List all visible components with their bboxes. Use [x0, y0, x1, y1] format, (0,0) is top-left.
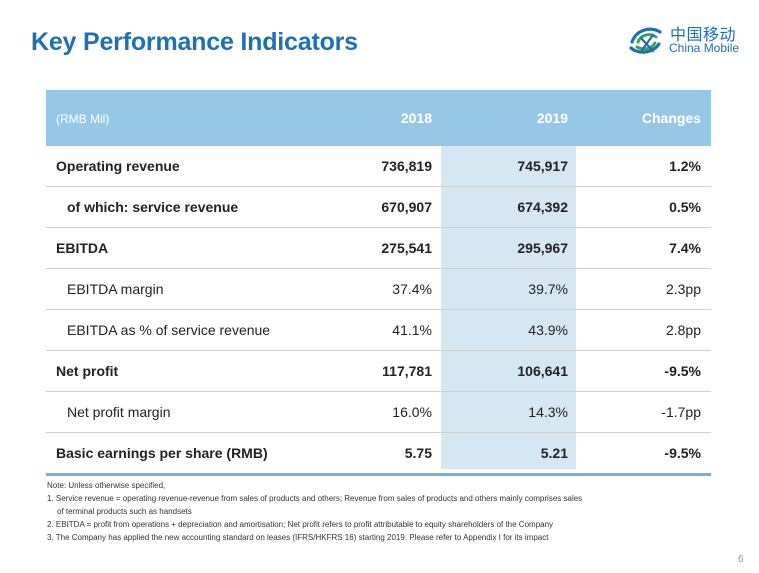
cell-2018: 37.4%	[392, 281, 432, 297]
cell-2019: 39.7%	[528, 281, 568, 297]
footnote-1: 1. Service revenue = operating revenue-r…	[47, 494, 583, 503]
cell-change: -9.5%	[664, 363, 701, 379]
table-row: EBITDA as % of service revenue 41.1% 43.…	[46, 310, 711, 351]
column-header-2018: 2018	[400, 110, 432, 126]
cell-2018: 16.0%	[392, 404, 432, 420]
cell-change: 7.4%	[669, 240, 701, 256]
row-label: EBITDA as % of service revenue	[67, 322, 271, 338]
cell-2018: 736,819	[381, 158, 432, 174]
cell-2018: 41.1%	[392, 322, 432, 338]
row-label: EBITDA margin	[67, 281, 164, 297]
china-mobile-logo-icon	[629, 27, 662, 54]
cell-2018: 670,907	[381, 199, 432, 215]
table-header: (RMB Mil) 2018 2019 Changes	[46, 90, 711, 146]
logo-english-text: China Mobile	[669, 41, 740, 55]
table-row: Net profit 117,781 106,641 -9.5%	[46, 351, 711, 392]
row-label: Basic earnings per share (RMB)	[56, 445, 268, 461]
cell-2019: 43.9%	[528, 322, 568, 338]
highlight-column-2019	[441, 146, 576, 469]
column-header-changes: Changes	[641, 110, 701, 126]
cell-2018: 275,541	[381, 240, 432, 256]
cell-change: 1.2%	[669, 158, 701, 174]
cell-2019: 674,392	[517, 199, 568, 215]
cell-2019: 745,917	[517, 158, 568, 174]
cell-change: 2.8pp	[665, 322, 701, 338]
row-label: Net profit	[56, 363, 119, 379]
cell-change: 0.5%	[669, 199, 701, 215]
footnotes: Note: Unless otherwise specified, 1. Ser…	[47, 479, 727, 544]
row-label: Net profit margin	[67, 404, 171, 420]
column-header-2019: 2019	[536, 110, 568, 126]
table-row: Net profit margin 16.0% 14.3% -1.7pp	[46, 392, 711, 433]
page-number: 6	[738, 554, 744, 565]
page-title: Key Performance Indicators	[31, 28, 358, 56]
cell-2018: 5.75	[404, 445, 432, 461]
table-row: Basic earnings per share (RMB) 5.75 5.21…	[46, 433, 711, 476]
cell-2019: 295,967	[517, 240, 568, 256]
logo-chinese-text: 中国移动	[670, 25, 737, 44]
footnote-1-continued: of terminal products such as handsets	[57, 507, 192, 516]
table-row: Operating revenue 736,819 745,917 1.2%	[46, 146, 711, 187]
table-row: of which: service revenue 670,907 674,39…	[46, 187, 711, 228]
china-mobile-logo: 中国移动 China Mobile	[626, 20, 741, 60]
row-label: EBITDA	[56, 240, 109, 256]
cell-2018: 117,781	[382, 363, 432, 379]
footnote-2: 2. EBITDA = profit from operations + dep…	[47, 520, 554, 529]
row-label: Operating revenue	[56, 158, 180, 174]
cell-change: 2.3pp	[665, 281, 701, 297]
row-label: of which: service revenue	[67, 199, 239, 215]
unit-label: (RMB Mil)	[56, 112, 110, 126]
cell-2019: 5.21	[540, 445, 568, 461]
cell-change: -1.7pp	[661, 404, 701, 420]
table-row: EBITDA margin 37.4% 39.7% 2.3pp	[46, 269, 711, 310]
table-row: EBITDA 275,541 295,967 7.4%	[46, 228, 711, 269]
footnote-heading: Note: Unless otherwise specified,	[47, 481, 166, 490]
cell-change: -9.5%	[664, 445, 701, 461]
kpi-table: (RMB Mil) 2018 2019 Changes Operating re…	[46, 90, 711, 476]
cell-2019: 14.3%	[528, 404, 568, 420]
footnote-3: 3. The Company has applied the new accou…	[47, 533, 549, 542]
cell-2019: 106,641	[517, 363, 568, 379]
